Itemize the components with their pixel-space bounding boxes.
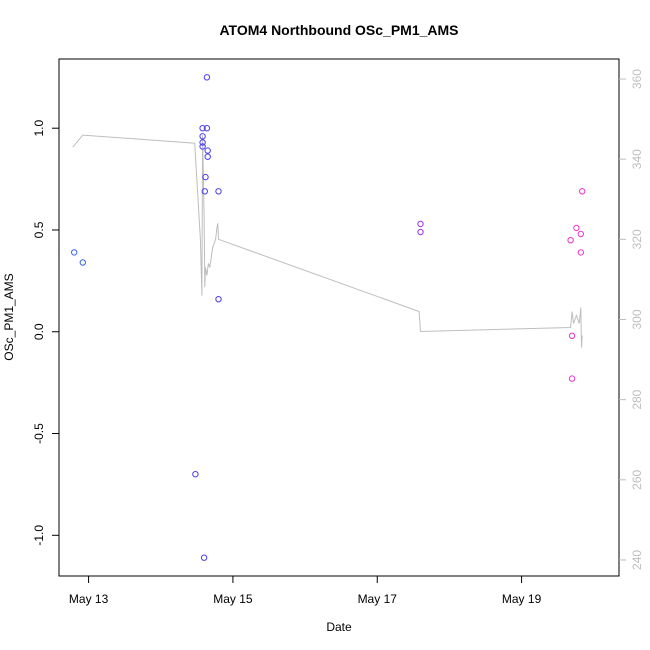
y-tick-label: 0.0	[32, 323, 46, 340]
data-point	[203, 74, 211, 81]
data-point	[204, 153, 211, 160]
data-point	[202, 173, 209, 181]
data-point	[573, 224, 580, 232]
y2-tick-label: 360	[630, 69, 644, 89]
line-series	[72, 134, 583, 348]
chart-title: ATOM4 Northbound OSc_PM1_AMS	[219, 22, 458, 38]
y-axis-left: -1.0 -0.5 0.0 0.5 1.0	[32, 120, 59, 546]
y2-tick-label: 320	[630, 229, 644, 249]
y-tick-label: 1.0	[32, 120, 46, 137]
data-point	[577, 249, 584, 256]
y-tick-label: 0.5	[32, 221, 46, 238]
data-point	[417, 228, 424, 236]
data-point	[200, 554, 208, 561]
y-tick-label: -0.5	[32, 423, 46, 444]
line-series-layer	[72, 134, 583, 348]
data-point	[567, 237, 574, 244]
x-tick-label: May 13	[69, 592, 109, 606]
data-point	[71, 249, 78, 256]
data-point	[199, 133, 206, 140]
data-point	[579, 188, 586, 195]
x-tick-label: May 17	[358, 592, 398, 606]
data-point	[215, 296, 222, 303]
plot-frame	[58, 58, 620, 577]
y2-tick-label: 300	[630, 309, 644, 329]
data-point	[199, 125, 206, 132]
points-layer	[71, 74, 586, 561]
y2-tick-label: 280	[630, 389, 644, 409]
data-point	[577, 230, 584, 238]
data-point	[417, 220, 424, 228]
data-point	[568, 332, 576, 339]
y2-tick-label: 260	[630, 469, 644, 489]
data-point	[199, 143, 206, 150]
y2-tick-label: 340	[630, 149, 644, 169]
x-tick-label: May 15	[213, 592, 253, 606]
data-point	[204, 147, 211, 154]
y-tick-label: -1.0	[32, 525, 46, 546]
data-point	[215, 188, 222, 195]
y2-tick-label: 240	[630, 550, 644, 570]
data-point	[201, 188, 209, 195]
y-axis-label: OSc_PM1_AMS	[2, 273, 16, 360]
data-point	[203, 125, 211, 132]
x-tick-label: May 19	[502, 592, 542, 606]
x-axis-label: Date	[326, 620, 352, 634]
data-point	[199, 139, 206, 146]
y-axis-right: 240 260 280 300 320 340 360	[619, 69, 644, 570]
data-point	[568, 375, 576, 382]
x-axis: May 13 May 15 May 17 May 19	[69, 576, 542, 606]
data-point	[79, 259, 87, 266]
data-point	[192, 471, 199, 478]
